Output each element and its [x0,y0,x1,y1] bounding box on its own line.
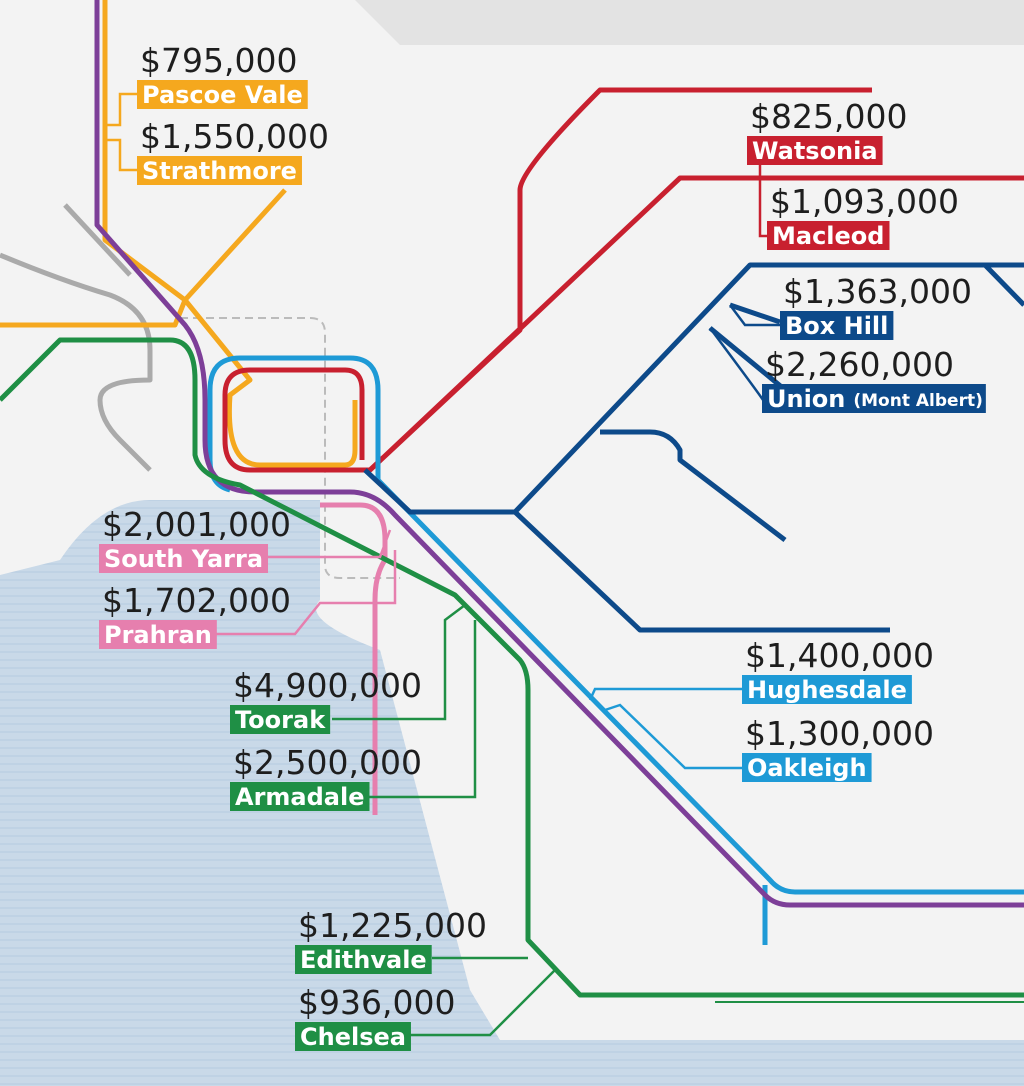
station-name: Strathmore [142,157,297,185]
station-name: Armadale [235,783,365,811]
leader [332,604,556,1037]
price: $795,000 [140,41,297,80]
price: $1,363,000 [783,272,972,311]
price: $936,000 [298,983,455,1022]
leader [758,163,768,238]
station-name: Toorak [235,706,326,734]
name-box [762,384,986,413]
land-shape [355,0,1024,45]
name-box [230,782,370,811]
price: $2,500,000 [233,743,422,782]
price: $1,093,000 [770,182,959,221]
station-name: Union [767,385,845,413]
price: $1,225,000 [298,906,487,945]
station-name: South Yarra [104,545,263,573]
price: $2,001,000 [102,505,291,544]
price: $2,260,000 [765,345,954,384]
station-name: Chelsea [300,1023,406,1051]
leader [588,687,743,770]
station-note: (Mont Albert) [853,391,982,411]
station-name: Watsonia [752,137,878,165]
name-box [230,705,331,734]
red-line [222,87,1024,473]
name-box [780,311,894,340]
leader [215,529,397,636]
grey-line [63,203,132,277]
dark-blue-line [363,262,1024,633]
name-box [742,753,872,782]
leader [105,92,138,172]
station-name: Pascoe Vale [142,81,303,109]
price: $825,000 [750,97,907,136]
name-box [742,675,912,704]
station-name: Hughesdale [747,676,907,704]
price: $1,550,000 [140,117,329,156]
loop-outline [180,317,400,579]
name-box [295,945,432,974]
price: $4,900,000 [233,666,422,705]
station-name: Macleod [772,222,884,250]
leader [708,304,780,401]
green-line [0,337,1024,998]
station-name: Edithvale [300,946,427,974]
name-box [137,80,308,109]
name-box [295,1022,411,1051]
name-box [137,156,302,185]
station-name: Oakleigh [747,754,867,782]
pink-line [320,502,388,815]
grey-line [0,252,153,472]
leader-lines [105,92,780,1037]
name-box [99,620,217,649]
station-name: Prahran [104,621,212,649]
orange-line [0,0,358,468]
price: $1,300,000 [745,714,934,753]
price: $1,400,000 [745,636,934,675]
price: $1,702,000 [102,581,291,620]
name-box [99,544,269,573]
name-box [767,221,890,250]
bay [0,500,1024,1086]
rail-lines [0,0,1024,1003]
name-box [747,136,883,165]
station-name: Box Hill [785,312,888,340]
